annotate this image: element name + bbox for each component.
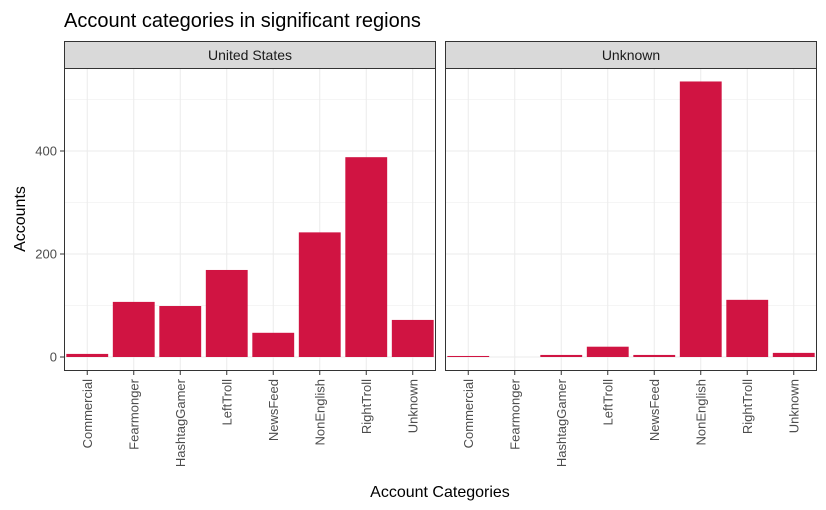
bar-lefttroll xyxy=(205,269,248,357)
facet-strip-label: United States xyxy=(208,47,292,63)
bar-unknown xyxy=(391,319,434,357)
y-axis-title: Accounts xyxy=(12,186,29,252)
facet-panel-1: Unknown Commercial Fearmonger HashtagGamer L… xyxy=(445,41,817,467)
y-tick-label: 0 xyxy=(50,350,57,365)
x-tick-label: Fearmonger xyxy=(507,378,522,449)
facet-panels: United States Commercial Fearmonger Hashtag… xyxy=(35,41,817,467)
bar-unknown xyxy=(772,352,815,357)
x-tick-label: HashtagGamer xyxy=(554,378,569,467)
chart-title: Account categories in significant region… xyxy=(64,10,421,32)
bar-newsfeed xyxy=(252,332,295,357)
x-tick-label: Unknown xyxy=(405,379,420,433)
bar-commercial xyxy=(447,355,490,357)
bar-righttroll xyxy=(726,299,769,357)
x-tick-label: RightTroll xyxy=(359,379,374,434)
x-tick-label: Commercial xyxy=(80,379,95,448)
x-tick-label: LeftTroll xyxy=(600,379,615,426)
x-axis-title: Account Categories xyxy=(370,484,510,501)
bar-fearmonger xyxy=(112,301,155,357)
x-tick-label: NewsFeed xyxy=(266,379,281,441)
facet-strip xyxy=(64,41,436,69)
x-tick-label: RightTroll xyxy=(740,379,755,434)
x-tick-label: NewsFeed xyxy=(647,379,662,441)
facet-strip xyxy=(445,41,817,69)
bar-hashtaggamer xyxy=(540,354,583,357)
facet-strip-label: Unknown xyxy=(602,47,660,63)
x-tick-label: Commercial xyxy=(461,379,476,448)
bar-lefttroll xyxy=(586,346,629,357)
x-tick-label: HashtagGamer xyxy=(173,378,188,467)
y-axis: 0 200 400 xyxy=(35,144,64,365)
y-tick-label: 200 xyxy=(35,247,57,262)
x-tick-label: NonEnglish xyxy=(312,379,327,446)
x-tick-label: LeftTroll xyxy=(219,379,234,426)
bar-newsfeed xyxy=(633,354,676,357)
bar-nonenglish xyxy=(679,81,722,357)
facet-panel-0: United States Commercial Fearmonger Hashtag… xyxy=(64,41,436,467)
x-tick-label: NonEnglish xyxy=(693,379,708,446)
x-tick-label: Unknown xyxy=(786,379,801,433)
x-tick-label: Fearmonger xyxy=(126,378,141,449)
bar-righttroll xyxy=(345,157,388,357)
bar-hashtaggamer xyxy=(159,306,202,357)
bar-nonenglish xyxy=(298,232,341,357)
bar-commercial xyxy=(66,353,109,357)
y-tick-label: 400 xyxy=(35,144,57,159)
